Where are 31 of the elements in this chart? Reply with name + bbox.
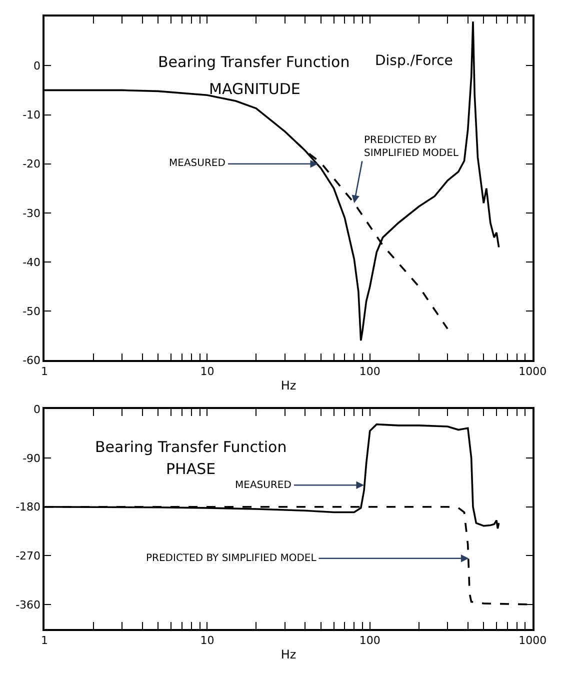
y-tick-label: -60 bbox=[22, 354, 41, 368]
y-tick-label: -360 bbox=[16, 598, 41, 612]
text: PHASE bbox=[166, 460, 216, 478]
y-tick-label: -40 bbox=[22, 256, 41, 269]
x-tick-label: 100 bbox=[359, 634, 380, 647]
y-tick-label: 0 bbox=[34, 403, 41, 416]
annotation: MEASURED bbox=[235, 480, 292, 491]
text: Bearing Transfer Function bbox=[95, 438, 287, 456]
y-tick-label: -20 bbox=[22, 158, 41, 171]
y-tick-label: -180 bbox=[16, 500, 41, 514]
annotation: PREDICTED BY SIMPLIFIED MODEL bbox=[364, 135, 459, 159]
x-tick-label: 10 bbox=[200, 634, 214, 647]
text: Bearing Transfer Function bbox=[158, 53, 350, 71]
x-tick-label: 1 bbox=[40, 634, 48, 647]
x-tick-label: 1000 bbox=[518, 365, 547, 378]
annotation: MEASURED bbox=[169, 158, 226, 169]
y-tick-label: 0 bbox=[34, 60, 41, 73]
x-tick-label: 1000 bbox=[518, 634, 547, 647]
y-tick-label: -90 bbox=[22, 452, 41, 465]
x-tick-label: 1 bbox=[40, 365, 48, 378]
text: MAGNITUDE bbox=[209, 80, 300, 98]
x-axis-title: Hz bbox=[280, 378, 296, 393]
x-tick-label: 10 bbox=[200, 365, 214, 378]
x-axis-title: Hz bbox=[280, 647, 296, 662]
x-tick-label: 100 bbox=[359, 365, 380, 378]
annotation: PREDICTED BY SIMPLIFIED MODEL bbox=[146, 553, 317, 564]
y-tick-label: -50 bbox=[22, 304, 41, 318]
y-tick-label: -270 bbox=[16, 550, 41, 563]
annotation: Disp./Force bbox=[375, 53, 453, 69]
y-tick-label: -30 bbox=[22, 206, 41, 220]
y-tick-label: -10 bbox=[22, 108, 41, 122]
